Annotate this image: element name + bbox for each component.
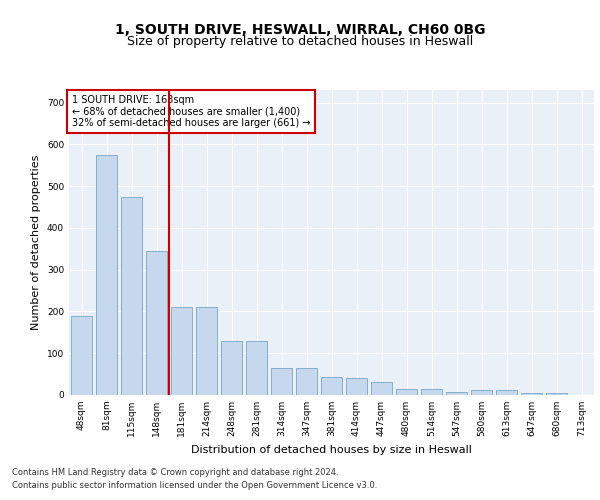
Bar xyxy=(321,378,342,395)
X-axis label: Distribution of detached houses by size in Heswall: Distribution of detached houses by size … xyxy=(191,444,472,454)
Text: Contains public sector information licensed under the Open Government Licence v3: Contains public sector information licen… xyxy=(12,480,377,490)
Bar xyxy=(171,308,192,395)
Bar xyxy=(196,308,217,395)
Bar xyxy=(371,382,392,395)
Bar xyxy=(446,392,467,395)
Text: 1, SOUTH DRIVE, HESWALL, WIRRAL, CH60 0BG: 1, SOUTH DRIVE, HESWALL, WIRRAL, CH60 0B… xyxy=(115,22,485,36)
Bar xyxy=(71,316,92,395)
Text: 1 SOUTH DRIVE: 163sqm
← 68% of detached houses are smaller (1,400)
32% of semi-d: 1 SOUTH DRIVE: 163sqm ← 68% of detached … xyxy=(71,94,310,128)
Bar xyxy=(296,368,317,395)
Bar xyxy=(221,340,242,395)
Bar xyxy=(496,390,517,395)
Bar xyxy=(471,390,492,395)
Bar xyxy=(271,368,292,395)
Bar xyxy=(146,251,167,395)
Bar xyxy=(396,388,417,395)
Bar xyxy=(546,393,567,395)
Text: Size of property relative to detached houses in Heswall: Size of property relative to detached ho… xyxy=(127,35,473,48)
Bar xyxy=(521,393,542,395)
Bar xyxy=(96,155,117,395)
Bar xyxy=(121,196,142,395)
Text: Contains HM Land Registry data © Crown copyright and database right 2024.: Contains HM Land Registry data © Crown c… xyxy=(12,468,338,477)
Bar xyxy=(421,388,442,395)
Bar xyxy=(346,378,367,395)
Bar xyxy=(246,340,267,395)
Y-axis label: Number of detached properties: Number of detached properties xyxy=(31,155,41,330)
